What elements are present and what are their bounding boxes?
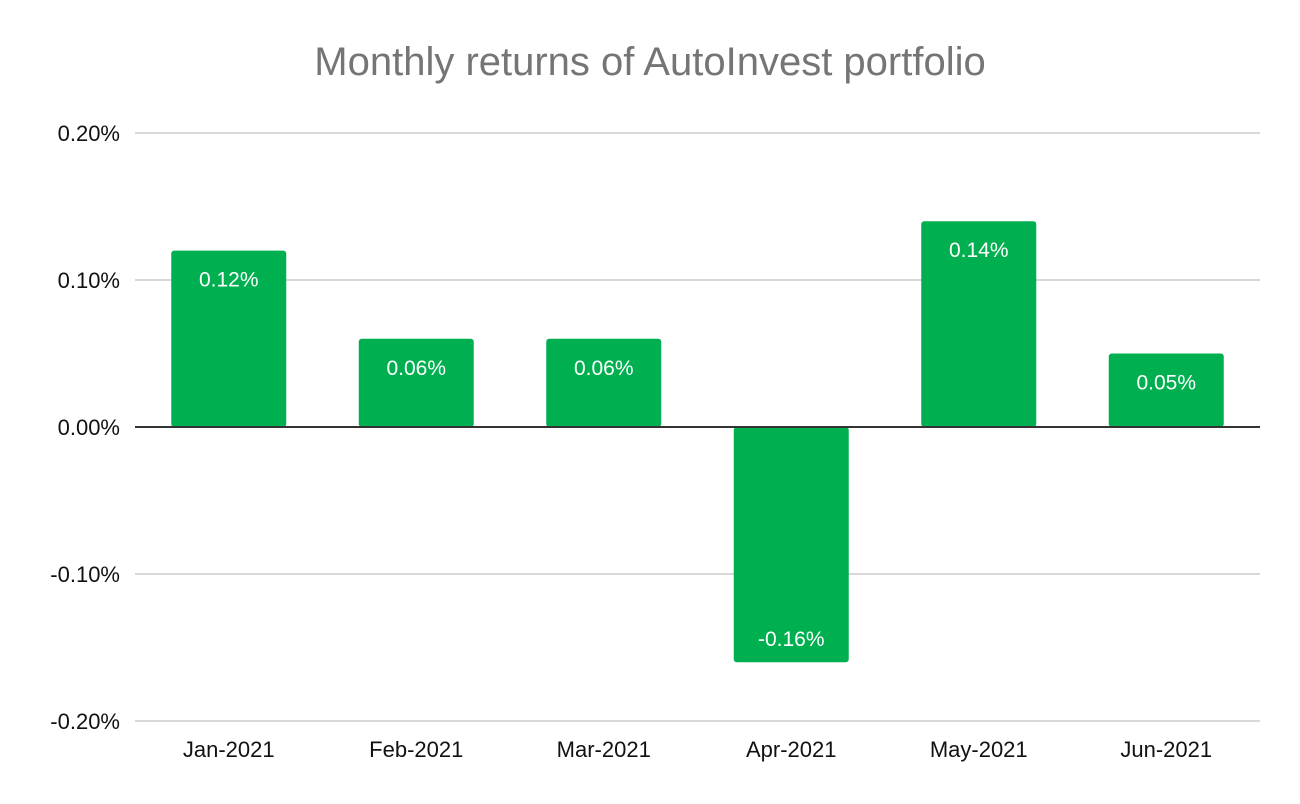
y-axis-tick-labels: 0.20% 0.10% 0.00% -0.10% -0.20% (50, 121, 120, 734)
bar (358, 338, 474, 427)
grid-lines (135, 132, 1260, 722)
chart-title: Monthly returns of AutoInvest portfolio (314, 40, 986, 84)
x-tick-label: Apr-2021 (746, 737, 837, 762)
bar-data-label: 0.06% (574, 357, 634, 380)
y-tick-label: 0.00% (58, 415, 120, 440)
x-tick-label: Jun-2021 (1120, 737, 1212, 762)
bar-data-label: 0.12% (199, 269, 259, 292)
bars (171, 221, 1224, 663)
bar-data-label: 0.06% (386, 357, 446, 380)
y-tick-label: -0.20% (50, 709, 120, 734)
x-tick-label: May-2021 (930, 737, 1028, 762)
bar-data-labels: 0.12% 0.06% 0.06% -0.16% 0.14% 0.05% (199, 239, 1196, 651)
bar-data-label: -0.16% (758, 628, 825, 651)
y-tick-label: 0.20% (58, 121, 120, 146)
x-tick-label: Mar-2021 (557, 737, 651, 762)
y-tick-label: 0.10% (58, 268, 120, 293)
bar-data-label: 0.05% (1136, 372, 1196, 395)
bar (921, 221, 1037, 427)
bar (171, 250, 287, 427)
x-tick-label: Feb-2021 (369, 737, 463, 762)
bar-data-label: 0.14% (949, 239, 1009, 262)
bar (546, 338, 662, 427)
bar (1108, 353, 1224, 427)
x-axis-tick-labels: Jan-2021 Feb-2021 Mar-2021 Apr-2021 May-2021… (183, 737, 1212, 762)
x-tick-label: Jan-2021 (183, 737, 275, 762)
y-tick-label: -0.10% (50, 562, 120, 587)
bar (733, 427, 849, 663)
